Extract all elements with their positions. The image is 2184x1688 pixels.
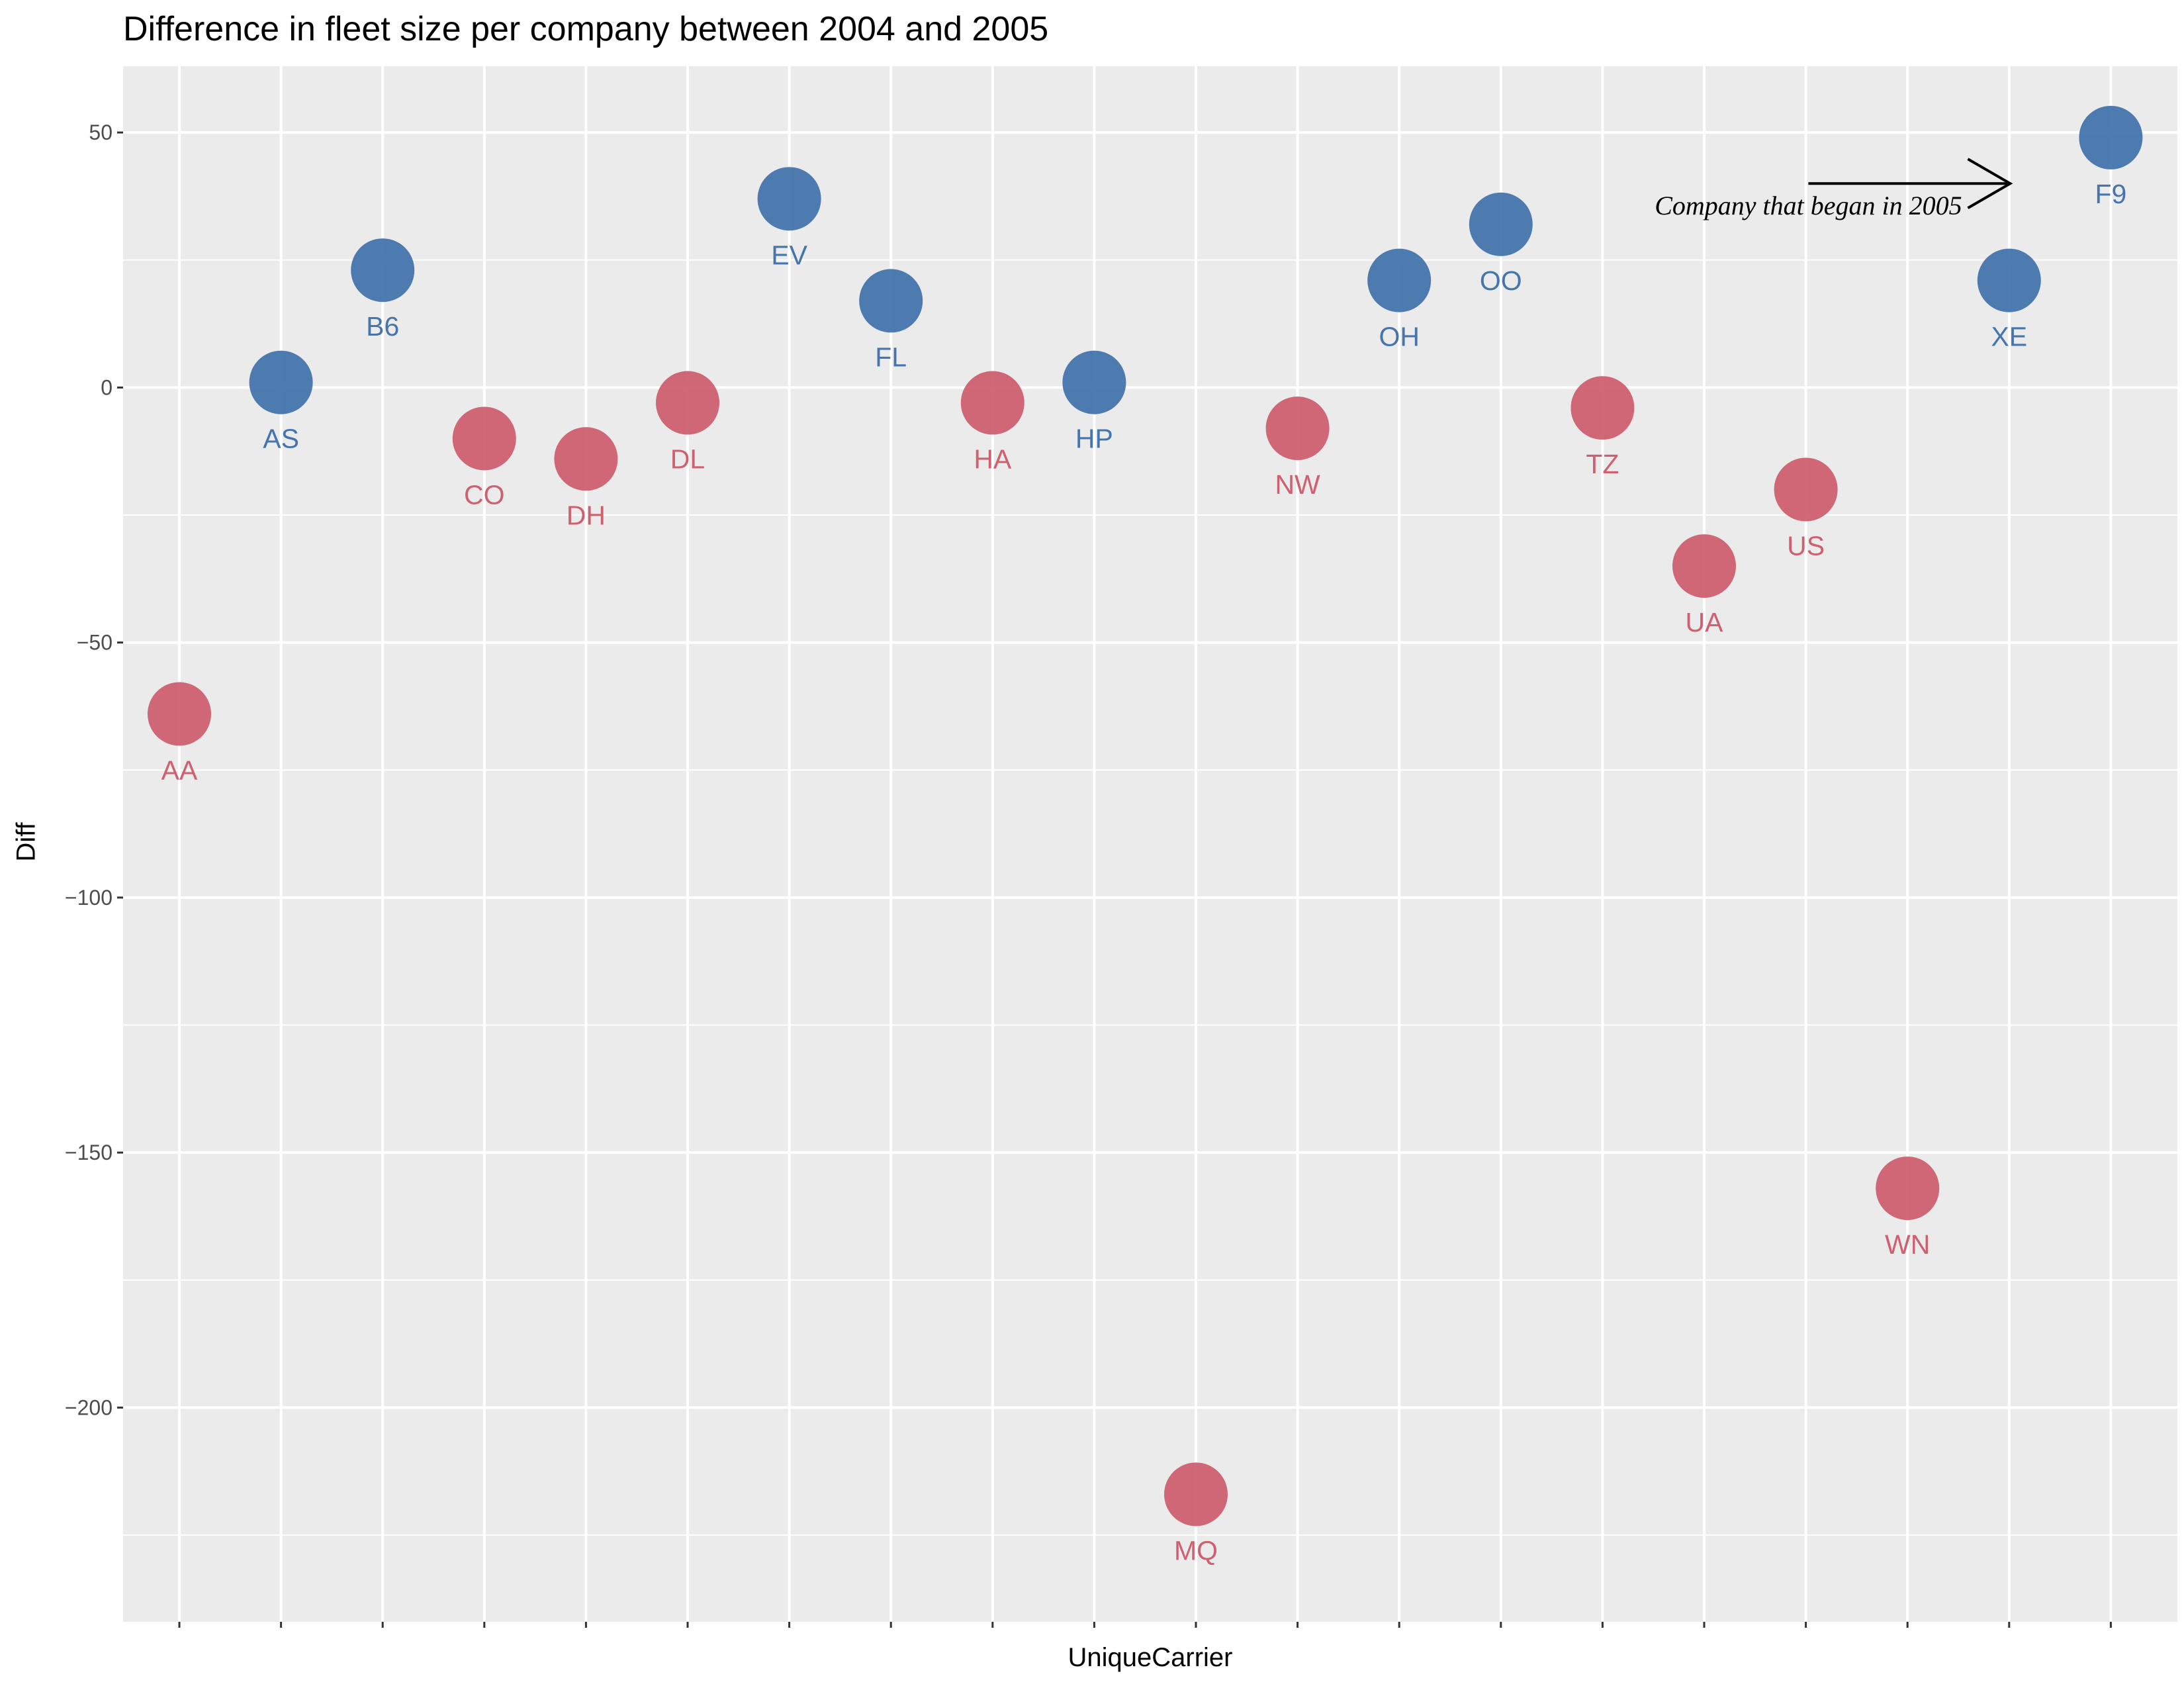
point-label-nw: NW (1275, 469, 1320, 500)
point-ua (1672, 534, 1736, 598)
point-oo (1469, 192, 1533, 256)
point-b6 (351, 238, 415, 303)
point-label-co: CO (464, 479, 505, 510)
point-label-ua: UA (1686, 607, 1724, 637)
point-as (249, 350, 313, 414)
point-us (1774, 457, 1838, 522)
point-label-aa: AA (161, 755, 198, 786)
point-dl (656, 371, 719, 435)
point-ev (757, 167, 821, 231)
plot-panel (123, 66, 2177, 1622)
point-label-f9: F9 (2095, 179, 2126, 209)
chart-title: Difference in fleet size per company bet… (123, 10, 1049, 48)
point-ha (960, 371, 1024, 435)
point-label-ha: HA (974, 444, 1012, 475)
point-label-hp: HP (1075, 424, 1113, 454)
y-tick-label: −150 (65, 1141, 113, 1164)
annotation: Company that began in 2005 (1655, 158, 2013, 220)
point-wn (1876, 1156, 1940, 1221)
point-oh (1367, 248, 1432, 312)
point-label-oh: OH (1379, 322, 1420, 352)
annotation-arrow-head (1967, 158, 2013, 209)
point-tz (1570, 376, 1635, 440)
point-mq (1164, 1462, 1228, 1526)
point-label-mq: MQ (1174, 1535, 1218, 1566)
y-tick-label: 50 (89, 120, 113, 144)
point-label-wn: WN (1885, 1229, 1930, 1260)
point-label-tz: TZ (1586, 449, 1619, 479)
x-axis-ticks (178, 1622, 2112, 1628)
point-label-ev: EV (771, 240, 807, 270)
point-label-us: US (1787, 531, 1825, 561)
x-axis-label: UniqueCarrier (1068, 1643, 1233, 1672)
y-tick-label: −100 (65, 886, 113, 910)
data-points: AA AS B6 CO DH DL EV FL HA HP MQ NW OH OO TZ UA US WN XE F9 (148, 105, 2143, 1566)
annotation-text: Company that began in 2005 (1655, 191, 1962, 220)
point-hp (1062, 350, 1126, 414)
point-label-xe: XE (1991, 322, 2027, 352)
y-tick-label: 0 (101, 375, 113, 399)
point-label-dh: DH (567, 500, 606, 530)
point-nw (1265, 397, 1330, 461)
y-tick-label: −200 (65, 1395, 113, 1419)
grid-lines (123, 66, 2177, 1622)
point-label-dl: DL (670, 444, 705, 475)
point-fl (859, 269, 923, 333)
point-aa (148, 682, 211, 746)
point-dh (554, 427, 618, 491)
point-f9 (2079, 105, 2143, 169)
point-co (452, 406, 516, 471)
y-axis-ticks: 50 0 −50 −100 −150 −200 (65, 120, 123, 1419)
point-label-as: AS (263, 424, 299, 454)
y-tick-label: −50 (77, 631, 113, 655)
point-label-fl: FL (875, 342, 907, 372)
point-xe (1977, 248, 2041, 312)
point-label-oo: OO (1480, 265, 1522, 296)
point-label-b6: B6 (366, 311, 399, 342)
